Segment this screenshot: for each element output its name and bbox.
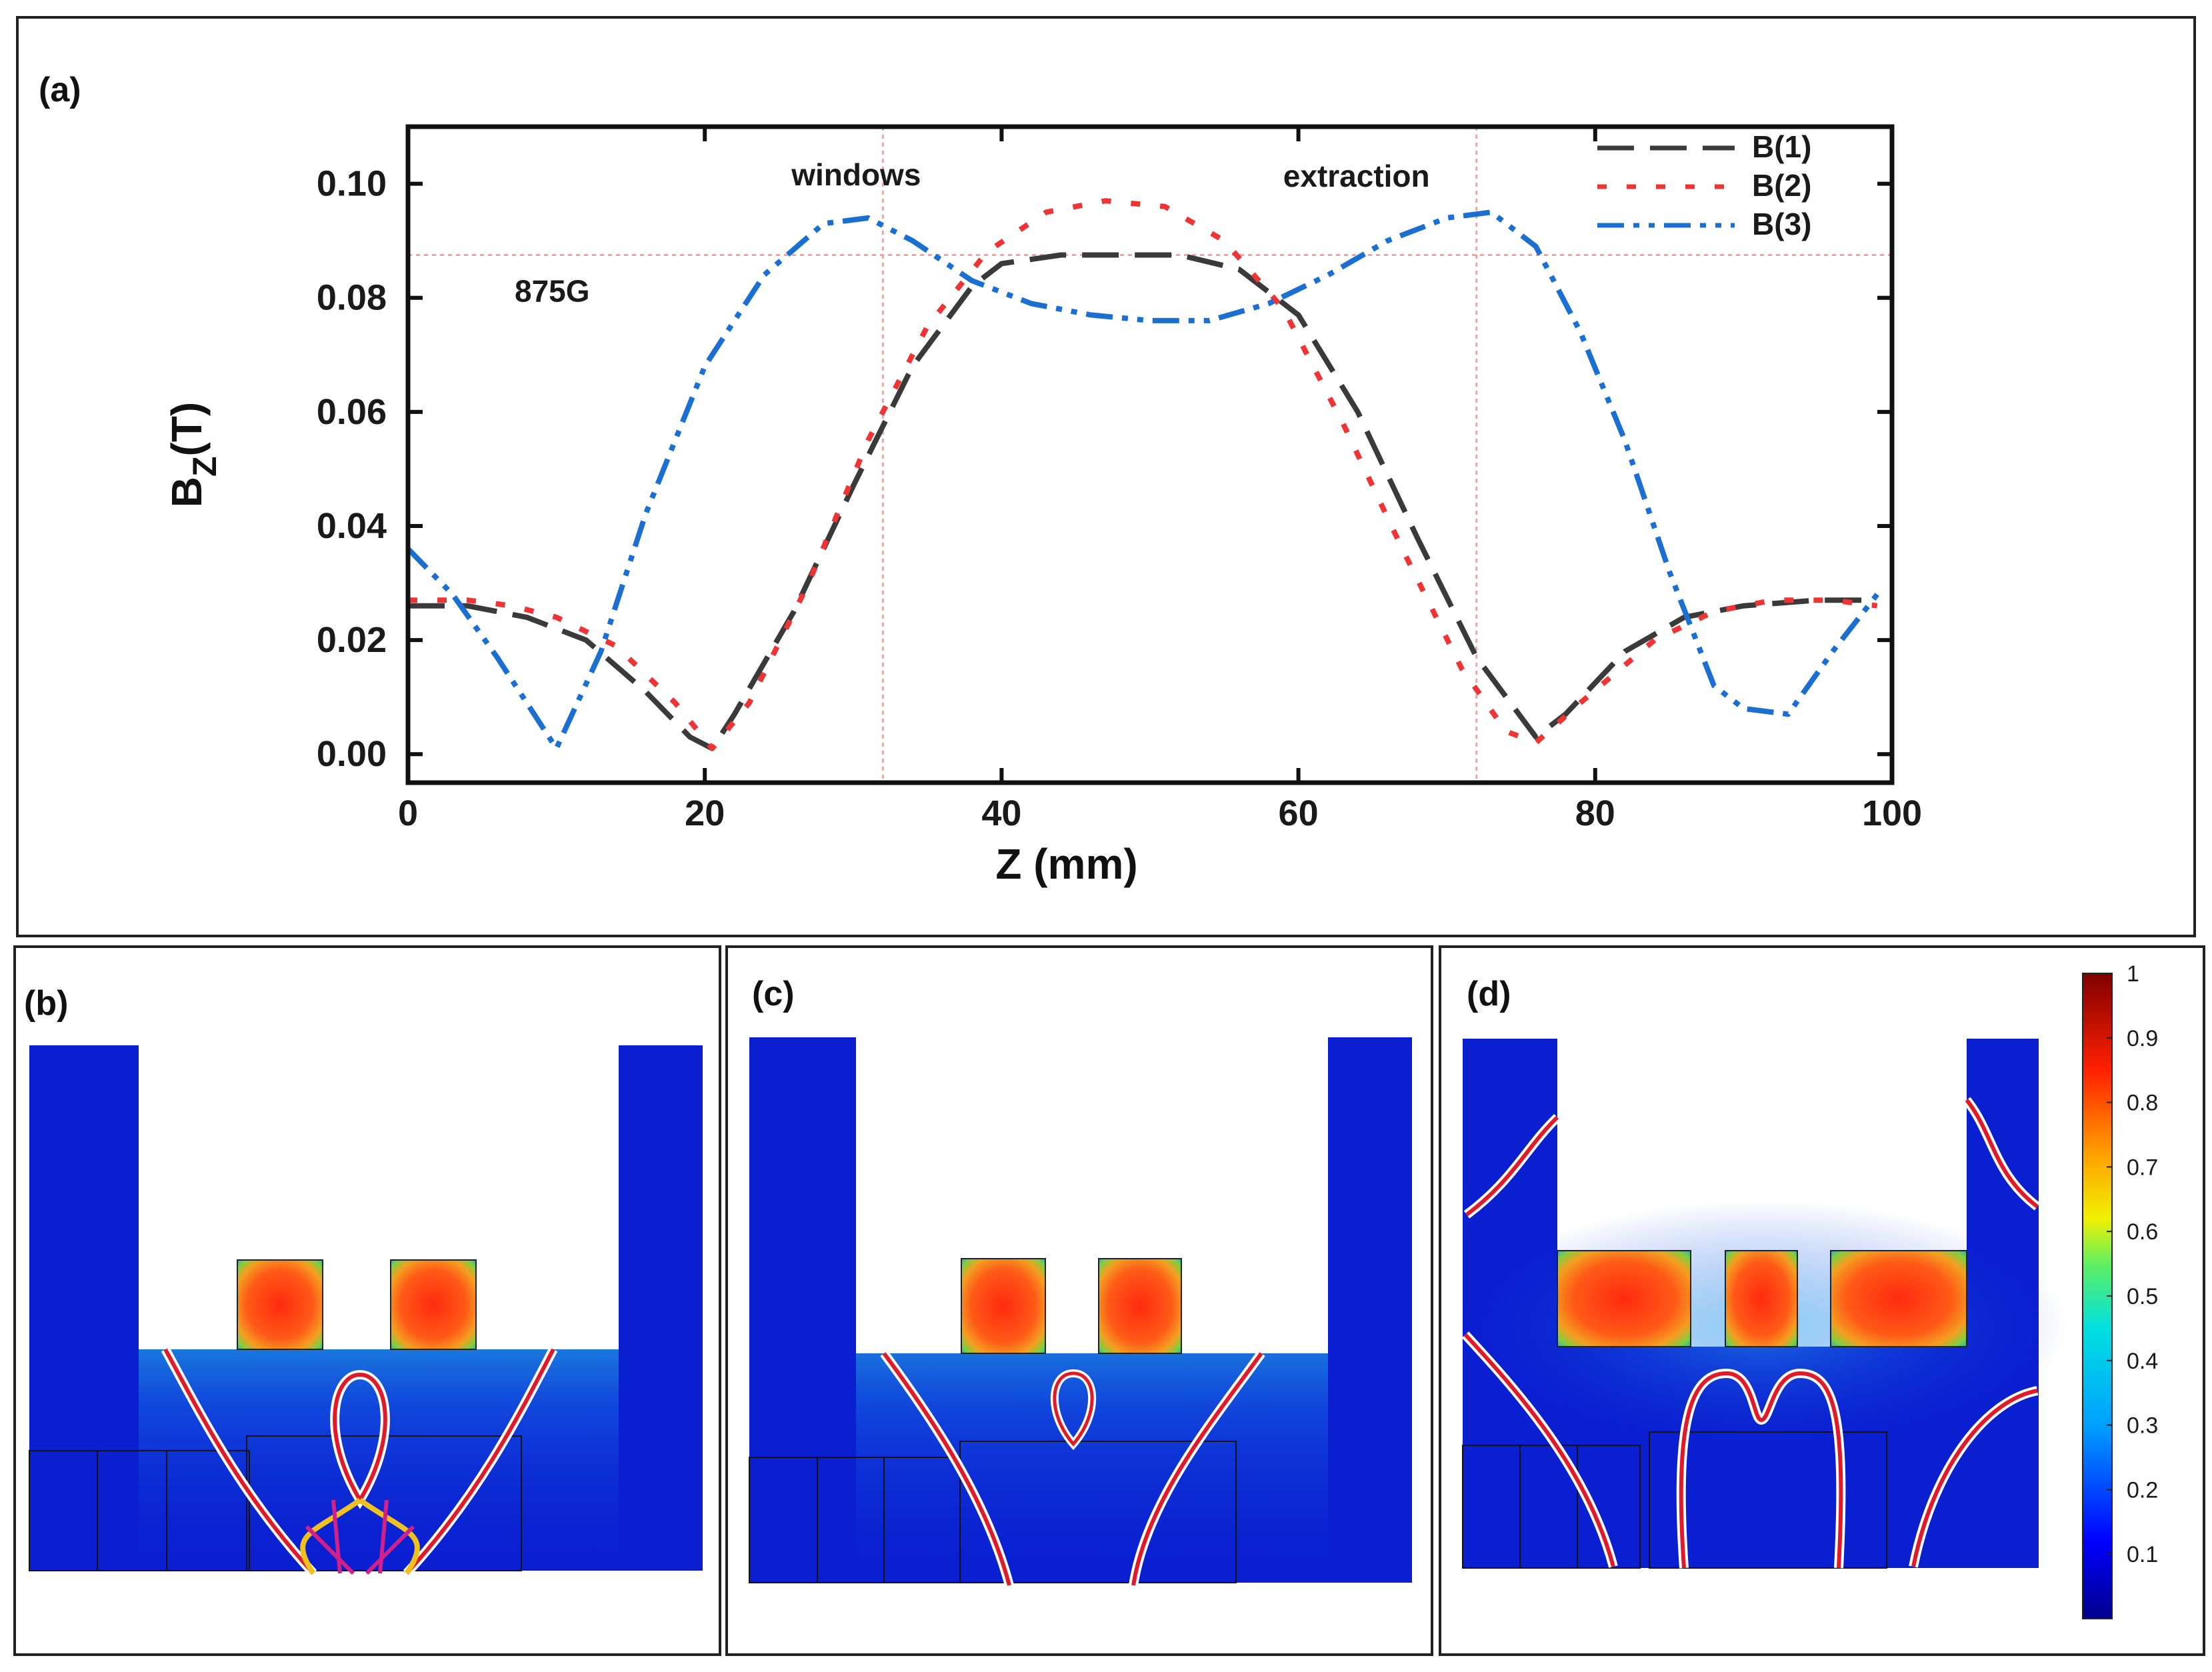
colorbar-ticks: 1 0.9 0.8 0.7 0.6 0.5 0.4 0.3 0.2 0.1	[2107, 961, 2158, 1567]
x-tick-label: 20	[685, 793, 725, 833]
panel-d-frame	[1439, 945, 2205, 1656]
x-axis-label: Z (mm)	[995, 840, 1137, 888]
panel-a-label: (a)	[39, 71, 81, 109]
panel-c-coil-2	[1098, 1258, 1182, 1354]
y-axis-label-unit: (T)	[163, 402, 211, 457]
panel-b-label: (b)	[24, 984, 68, 1023]
panel-c: (c)	[725, 945, 1433, 1656]
annotation-extraction: extraction	[1283, 159, 1430, 193]
colorbar-tick-label: 0.8	[2127, 1091, 2158, 1116]
y-tick-label: 0.08	[317, 278, 387, 318]
panel-d: (d) 1 0.9 0.8 0.7 0.6 0.5 0.4 0.3 0.2 0.1	[1439, 945, 2205, 1656]
legend-label-3: B(3)	[1752, 207, 1811, 241]
colorbar-tick-label: 1	[2127, 961, 2139, 987]
panel-b-ecr-surfaces	[161, 1347, 558, 1577]
legend-label-1: B(1)	[1752, 129, 1811, 164]
colorbar-tick-label: 0.5	[2127, 1284, 2158, 1309]
panel-d-label: (d)	[1467, 975, 1511, 1013]
y-tick-label: 0.02	[317, 620, 387, 660]
y-tick-label: 0.10	[317, 164, 387, 204]
panel-d-ecr-surfaces	[1461, 1097, 2041, 1569]
plot-frame	[405, 124, 1895, 785]
y-axis-label-main: B	[163, 477, 211, 507]
panel-b-frame	[13, 945, 721, 1656]
x-tick-label: 100	[1862, 793, 1922, 833]
panel-c-frame	[725, 945, 1433, 1656]
x-tick-label: 0	[398, 793, 418, 833]
series-line-1	[408, 252, 1877, 751]
x-tick-label: 60	[1279, 793, 1319, 833]
panel-b-coil-2	[390, 1259, 477, 1350]
colorbar-tick-label: 0.4	[2127, 1349, 2158, 1374]
panel-d-coil-3	[1830, 1250, 1967, 1347]
colorbar-tick-label: 0.1	[2127, 1542, 2158, 1567]
panel-d-coil-1	[1557, 1250, 1691, 1347]
svg-text:BZ(T): BZ(T)	[163, 402, 223, 507]
panel-c-ecr-surfaces	[880, 1350, 1265, 1587]
legend-label-2: B(2)	[1752, 168, 1811, 203]
panel-b-coil-1	[237, 1259, 323, 1350]
panel-c-chamber-outline	[749, 1441, 1237, 1583]
y-tick-label: 0.06	[317, 392, 387, 432]
y-axis-label-sub: Z	[186, 456, 223, 477]
legend: B(1) B(2) B(3)	[1597, 129, 1811, 241]
annotation-875g: 875G	[515, 274, 590, 309]
panel-c-label: (c)	[752, 975, 795, 1013]
chart-a: 0 20 40 60 80 100 0.00 0.02 0.04 0.06 0.08 0.10 win…	[163, 124, 1922, 888]
series-line-2	[408, 198, 1878, 751]
colorbar-tick-label: 0.2	[2127, 1477, 2158, 1503]
panel-c-coil-1	[961, 1258, 1046, 1354]
x-tick-label: 40	[981, 793, 1021, 833]
y-tick-label: 0.00	[317, 734, 387, 774]
panel-d-coil-2	[1725, 1250, 1798, 1347]
panel-b: (b)	[13, 945, 721, 1656]
colorbar-tick-label: 0.3	[2127, 1413, 2158, 1439]
colorbar-tick-label: 0.9	[2127, 1026, 2158, 1051]
panel-a-frame	[16, 16, 2196, 937]
colorbar-tick-label: 0.6	[2127, 1219, 2158, 1245]
series-line-3	[406, 209, 1879, 751]
annotation-windows: windows	[791, 157, 921, 192]
y-tick-label: 0.04	[317, 506, 387, 546]
y-axis-label: BZ(T)	[163, 402, 223, 507]
x-tick-label: 80	[1575, 793, 1615, 833]
colorbar-tick-label: 0.7	[2127, 1155, 2158, 1180]
